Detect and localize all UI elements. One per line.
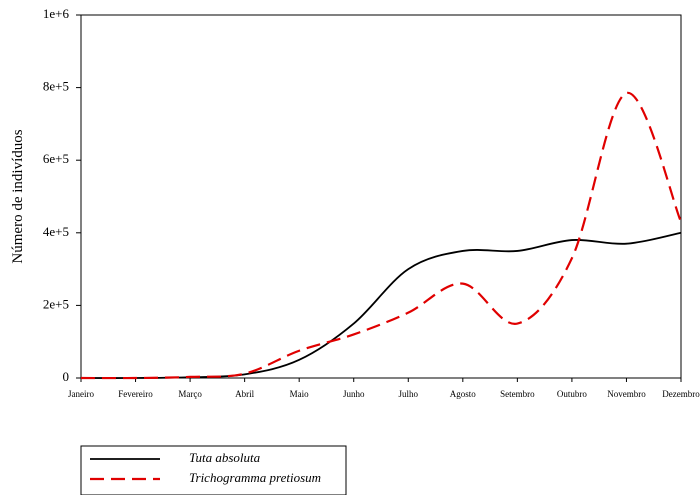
legend-label-tuta-absoluta: Tuta absoluta	[189, 450, 261, 465]
y-tick-label: 8e+5	[43, 79, 69, 94]
legend: Tuta absoluta Trichogramma pretiosum	[80, 445, 347, 495]
x-tick-label: Outubro	[557, 389, 587, 399]
plot-frame	[80, 14, 682, 379]
x-tick-label: Abril	[235, 389, 254, 399]
y-axis-label: Número de indivíduos	[10, 129, 26, 263]
x-tick-label: Junho	[343, 389, 365, 399]
x-tick-label: Novembro	[607, 389, 646, 399]
series-line-tuta-absoluta	[80, 231, 682, 379]
y-tick-label: 0	[63, 369, 70, 384]
x-tick-label: Fevereiro	[118, 389, 153, 399]
x-tick-label: Agosto	[450, 389, 477, 399]
series-layer	[80, 91, 683, 380]
x-tick-label: Julho	[399, 389, 419, 399]
x-axis-ticks: Janeiro Fevereiro Março Abril Maio Junho Julho…	[68, 378, 700, 399]
x-tick-label: Janeiro	[68, 389, 94, 399]
y-tick-label: 6e+5	[43, 151, 69, 166]
y-tick-label: 2e+5	[43, 296, 69, 311]
legend-box	[80, 445, 347, 495]
x-tick-label: Setembro	[500, 389, 535, 399]
series-line-trichogramma-pretiosum	[80, 91, 683, 380]
legend-label-trichogramma-pretiosum: Trichogramma pretiosum	[189, 470, 321, 485]
x-tick-label: Março	[178, 389, 202, 399]
x-tick-label: Dezembro	[662, 389, 700, 399]
y-tick-label: 4e+5	[43, 224, 69, 239]
y-tick-label: 1e+6	[43, 6, 70, 21]
x-tick-label: Maio	[290, 389, 309, 399]
plot-area	[80, 14, 682, 379]
y-axis-ticks: 0 2e+5 4e+5 6e+5 8e+5 1e+6	[43, 6, 81, 384]
